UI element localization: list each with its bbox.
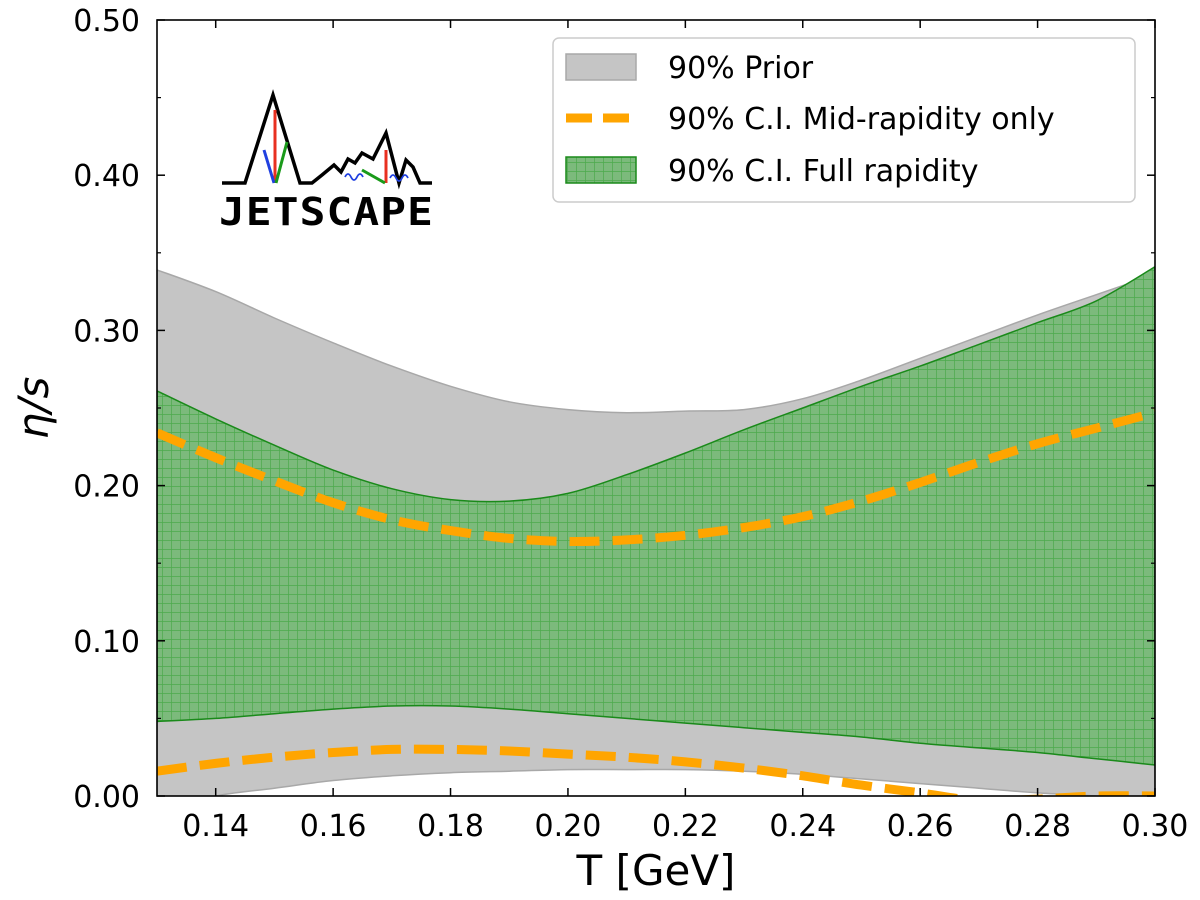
x-tick-label: 0.14 — [182, 809, 249, 844]
legend-label-full-rapidity: 90% C.I. Full rapidity — [668, 154, 978, 189]
plot-area — [157, 265, 1155, 796]
x-axis-title: T [GeV] — [576, 846, 736, 895]
x-axis: 0.14 0.16 0.18 0.20 0.22 0.24 0.26 0.28 0.30 — [182, 20, 1188, 844]
legend-swatch-full-rapidity — [565, 156, 637, 184]
y-tick-label: 0.20 — [73, 470, 140, 505]
x-tick-label: 0.26 — [887, 809, 954, 844]
x-tick-label: 0.20 — [535, 809, 602, 844]
jetscape-logo-text: JETSCAPE — [219, 190, 434, 234]
y-tick-label: 0.50 — [73, 4, 140, 39]
legend-label-prior: 90% Prior — [668, 51, 814, 86]
legend-box — [552, 37, 1136, 203]
mid-rapidity-upper-line — [157, 408, 1155, 547]
legend-label-mid-rapidity: 90% C.I. Mid-rapidity only — [668, 102, 1055, 137]
x-tick-label: 0.28 — [1004, 809, 1071, 844]
plot-frame — [156, 19, 1156, 797]
x-tick-label: 0.30 — [1122, 809, 1189, 844]
x-tick-label: 0.16 — [300, 809, 367, 844]
x-tick-label: 0.24 — [769, 809, 836, 844]
jetscape-logo: JETSCAPE — [219, 89, 434, 234]
legend: 90% Prior 90% C.I. Mid-rapidity only 90%… — [552, 37, 1136, 203]
x-tick-label: 0.18 — [417, 809, 484, 844]
y-tick-label: 0.10 — [73, 625, 140, 660]
y-axis: 0.00 0.10 0.20 0.30 0.40 0.50 — [73, 4, 1155, 815]
y-tick-label: 0.30 — [73, 314, 140, 349]
x-tick-label: 0.22 — [652, 809, 719, 844]
legend-swatch-prior — [565, 53, 637, 81]
y-tick-label: 0.00 — [73, 780, 140, 815]
mid-rapidity-lower-line — [157, 744, 1155, 796]
y-axis-title: η/s — [9, 377, 58, 440]
y-tick-label: 0.40 — [73, 159, 140, 194]
